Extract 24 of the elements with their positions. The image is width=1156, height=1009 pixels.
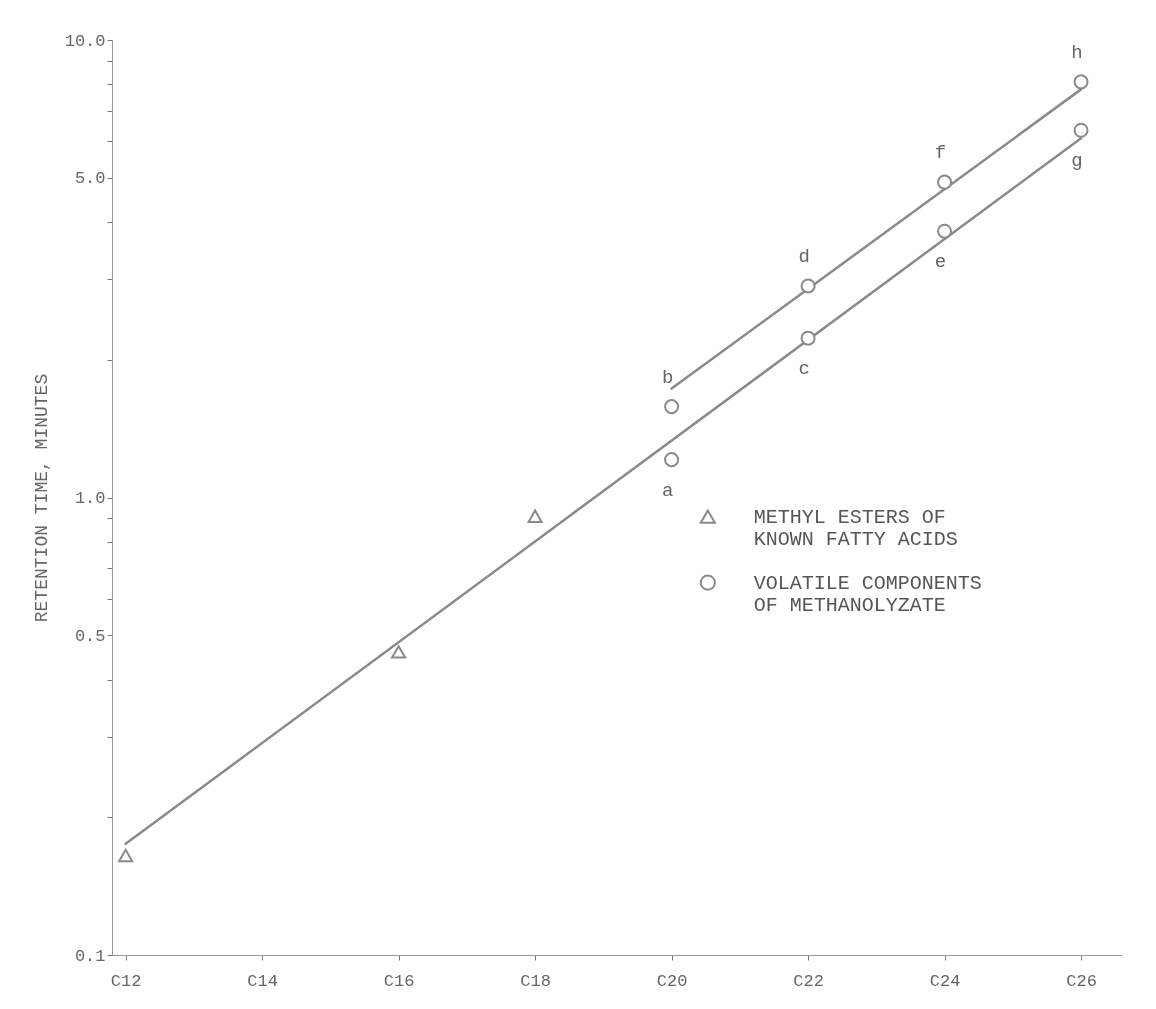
- x-tick-label: C20: [656, 971, 688, 991]
- y-tick-label: 0.1: [74, 946, 106, 966]
- x-tick-label: C24: [929, 971, 961, 991]
- x-tick-label: C16: [383, 971, 415, 991]
- y-axis-title: RETENTION TIME, MINUTES: [31, 373, 52, 623]
- annotation: f: [934, 142, 947, 165]
- x-tick-label: C22: [793, 971, 824, 991]
- annotation: b: [661, 366, 674, 389]
- y-tick-label: 0.5: [74, 626, 106, 646]
- legend-label: VOLATILE COMPONENTS OF METHANOLYZATE: [753, 571, 982, 617]
- y-tick-label: 5.0: [74, 169, 106, 189]
- x-tick-label: C26: [1066, 971, 1097, 991]
- y-tick-label: 1.0: [74, 489, 106, 508]
- annotation: g: [1071, 150, 1083, 173]
- y-tick-label: 10.0: [64, 31, 106, 51]
- x-tick-label: C14: [247, 971, 278, 991]
- annotation: e: [934, 251, 947, 274]
- annotation: a: [661, 479, 674, 502]
- x-tick-label: C12: [110, 971, 142, 991]
- annotation: d: [798, 245, 810, 268]
- annotation: h: [1071, 41, 1083, 64]
- legend-label: METHYL ESTERS OF KNOWN FATTY ACIDS: [753, 505, 958, 551]
- annotation: c: [798, 358, 810, 381]
- x-tick-label: C18: [520, 971, 551, 991]
